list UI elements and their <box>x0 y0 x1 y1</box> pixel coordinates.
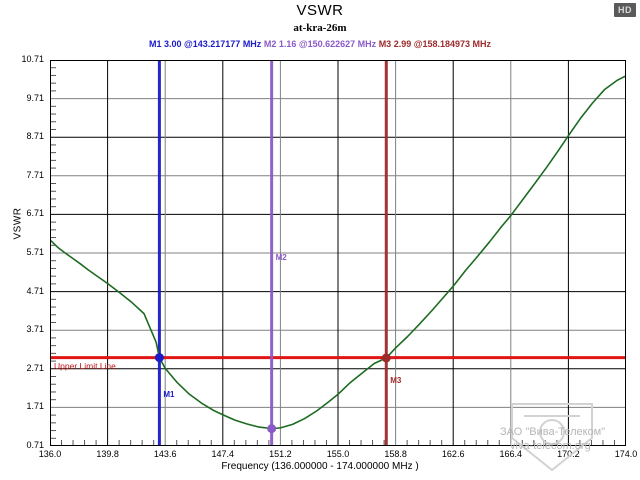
x-axis-label: Frequency (136.000000 - 174.000000 MHz ) <box>221 461 419 472</box>
y-tick-label: 0.71 <box>26 440 44 450</box>
y-tick-label: 6.71 <box>26 208 44 219</box>
x-tick-label: 158.8 <box>384 449 407 459</box>
marker-label-m2: M2 <box>275 253 287 262</box>
marker-legend-m3: M3 2.99 @158.184973 MHz <box>378 39 492 49</box>
y-axis-label: VSWR <box>12 207 24 240</box>
page-title: VSWR <box>296 2 344 19</box>
marker-label-m1: M1 <box>163 390 175 399</box>
y-tick-label: 4.71 <box>26 285 44 296</box>
marker-legend-m2: M2 1.16 @150.622627 MHz <box>263 39 377 49</box>
y-tick-label: 3.71 <box>26 324 44 335</box>
y-tick-label: 2.71 <box>26 362 44 373</box>
x-tick-label: 147.4 <box>211 449 235 459</box>
x-tick-label: 162.6 <box>441 449 465 459</box>
vswr-trace <box>50 75 626 430</box>
x-tick-label: 136.0 <box>38 449 62 459</box>
marker-points <box>154 353 391 434</box>
marker-legend-m1: M1 3.00 @143.217177 MHz <box>148 39 262 49</box>
upper-limit-label: Upper Limit Line <box>54 360 116 371</box>
x-tick-label: 170.2 <box>557 449 580 459</box>
x-tick-label: 174.0 <box>614 449 638 459</box>
x-tick-label: 143.6 <box>153 449 177 459</box>
x-tick-label: 155.0 <box>326 449 350 459</box>
y-tick-label: 5.71 <box>26 247 44 257</box>
major-gridlines <box>107 60 569 446</box>
plot-area <box>50 60 626 446</box>
axis-tick-marks <box>50 67 615 446</box>
y-tick-label: 9.71 <box>26 92 44 103</box>
marker-legend: M1 3.00 @143.217177 MHz M2 1.16 @150.622… <box>0 39 640 49</box>
chart-svg <box>50 60 626 446</box>
y-tick-label: 10.71 <box>21 54 44 64</box>
x-tick-label: 139.8 <box>96 449 119 459</box>
x-tick-label: 166.4 <box>499 449 523 459</box>
marker-label-m3: M3 <box>390 376 402 385</box>
y-tick-label: 7.71 <box>26 169 44 180</box>
x-tick-label: 151.2 <box>269 449 292 459</box>
marker-lines <box>157 60 388 446</box>
hd-badge: HD <box>614 3 636 17</box>
y-tick-label: 1.71 <box>26 401 44 412</box>
plot-border <box>50 60 626 446</box>
chart-subtitle: at-kra-26m <box>293 22 347 34</box>
y-tick-label: 8.71 <box>26 131 44 142</box>
